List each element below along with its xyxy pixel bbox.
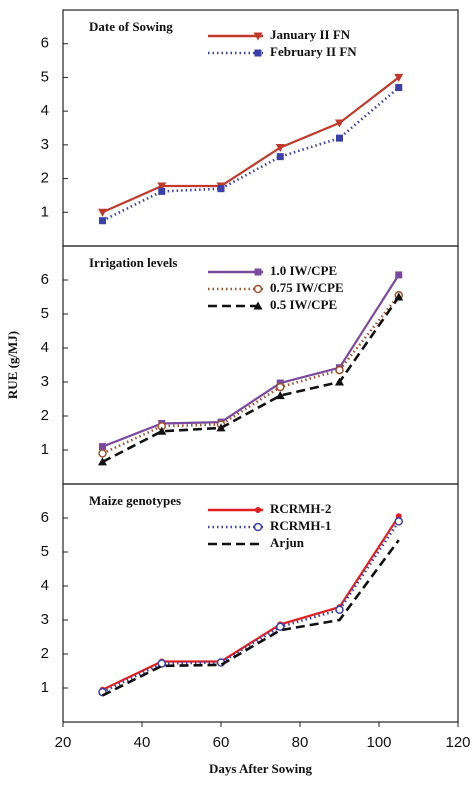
marker: [253, 32, 263, 41]
marker: [98, 457, 107, 466]
marker: [394, 292, 404, 301]
y-tick-label: 6: [41, 271, 49, 288]
y-tick-label: 5: [41, 305, 49, 322]
y-tick-label: 4: [41, 577, 49, 594]
x-axis-label: Days After Sowing: [209, 761, 313, 776]
y-tick-label: 3: [41, 136, 49, 153]
marker: [275, 391, 285, 400]
y-tick-label: 4: [41, 102, 49, 119]
marker: [395, 271, 403, 279]
x-tick-label: 60: [213, 734, 230, 751]
series-line: [102, 515, 400, 691]
y-tick-label: 6: [41, 35, 49, 52]
series-line: [101, 539, 400, 697]
marker: [157, 659, 166, 668]
marker: [395, 84, 403, 92]
legend-label: January II FN: [270, 27, 351, 42]
marker: [276, 153, 284, 161]
marker: [254, 268, 262, 276]
y-tick-label: 3: [41, 373, 49, 390]
legend-label: RCRMH-2: [270, 501, 331, 516]
marker: [335, 119, 344, 128]
series-line: [101, 86, 400, 222]
y-tick-label: 6: [41, 509, 49, 526]
marker: [157, 426, 167, 435]
series-line: [102, 76, 400, 214]
panel-title: Irrigation levels: [89, 255, 177, 270]
y-tick-label: 5: [41, 68, 49, 85]
series-line: [101, 294, 400, 455]
legend-label: 0.5 IW/CPE: [270, 297, 337, 312]
marker: [394, 517, 403, 526]
y-tick-label: 5: [41, 543, 49, 560]
marker: [394, 73, 404, 82]
marker: [335, 377, 344, 386]
legend-label: 1.0 IW/CPE: [270, 263, 337, 278]
y-tick-label: 4: [41, 339, 49, 356]
marker: [253, 301, 263, 310]
legend-label: RCRMH-1: [270, 518, 331, 533]
y-tick-label: 3: [41, 611, 49, 628]
marker: [254, 49, 262, 57]
x-tick-label: 20: [55, 734, 72, 751]
panel-frame: [62, 245, 459, 485]
y-tick-label: 2: [41, 170, 49, 187]
marker: [99, 443, 106, 451]
marker: [216, 423, 226, 432]
x-tick-label: 120: [445, 734, 470, 751]
y-tick-label: 2: [41, 407, 49, 424]
y-tick-label: 1: [41, 679, 49, 696]
panel-frame: [62, 9, 459, 247]
marker: [217, 185, 225, 193]
marker: [253, 522, 263, 532]
marker: [158, 187, 166, 195]
marker: [336, 134, 343, 142]
y-tick-label: 2: [41, 645, 49, 662]
marker: [275, 144, 285, 153]
x-tick-label: 100: [366, 734, 391, 751]
marker: [99, 217, 106, 225]
marker: [253, 284, 263, 294]
y-tick-label: 1: [41, 441, 49, 458]
x-tick-label: 40: [134, 734, 151, 751]
legend-label: 0.75 IW/CPE: [270, 280, 344, 295]
marker: [276, 382, 285, 392]
series-line: [101, 520, 400, 694]
marker: [157, 182, 167, 191]
marker: [335, 605, 344, 615]
x-tick-label: 80: [292, 734, 309, 751]
panel-title: Maize genotypes: [89, 493, 181, 508]
marker: [98, 208, 107, 217]
marker: [255, 507, 261, 513]
panel-title: Date of Sowing: [89, 19, 173, 34]
marker: [98, 449, 107, 458]
legend-label: February II FN: [270, 44, 357, 59]
series-line: [102, 274, 400, 448]
series-line: [101, 296, 400, 464]
marker: [276, 622, 285, 632]
legend-label: Arjun: [270, 535, 305, 550]
panel-frame: [62, 483, 459, 723]
y-axis-label: RUE (g/MJ): [5, 331, 20, 399]
y-tick-label: 1: [41, 203, 49, 220]
marker: [335, 365, 344, 375]
